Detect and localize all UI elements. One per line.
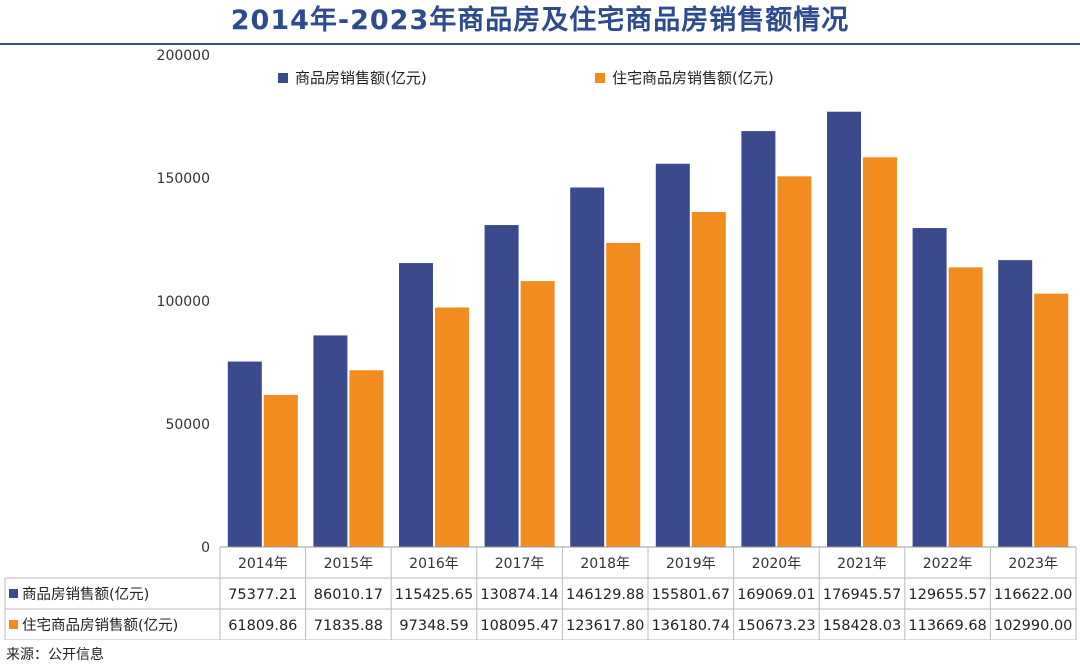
data-table-cell: 113669.68 <box>908 618 986 634</box>
bar-residential <box>691 211 726 548</box>
bar-residential <box>863 157 897 548</box>
x-tick-label: 2020年 <box>752 556 802 572</box>
x-tick-label: 2018年 <box>580 556 630 572</box>
bar-commercial <box>570 187 605 547</box>
data-table-cell: 102990.00 <box>994 618 1072 634</box>
bar-commercial <box>227 361 262 547</box>
bar-residential <box>349 370 384 547</box>
y-tick-label: 200000 <box>157 48 210 64</box>
data-table-cell: 146129.88 <box>566 587 644 603</box>
data-table-cell: 75377.21 <box>228 587 297 603</box>
x-tick-label: 2014年 <box>238 556 288 572</box>
legend-swatch <box>595 73 605 83</box>
x-tick-label: 2015年 <box>324 556 374 572</box>
bar-residential <box>777 176 812 547</box>
legend-swatch <box>278 73 288 83</box>
data-table-cell: 108095.47 <box>480 618 558 634</box>
data-table-cell: 86010.17 <box>314 587 383 603</box>
source-note: 来源：公开信息 <box>6 647 104 663</box>
bar-commercial <box>484 225 519 547</box>
data-table-cell: 158428.03 <box>823 618 901 634</box>
data-table-cell: 176945.57 <box>823 587 901 603</box>
data-table-cell: 71835.88 <box>314 618 383 634</box>
data-table-cell: 116622.00 <box>994 587 1072 603</box>
bar-residential <box>1034 293 1069 547</box>
bar-commercial <box>741 131 776 547</box>
y-tick-label: 150000 <box>157 171 210 187</box>
y-tick-label: 50000 <box>165 417 210 433</box>
bar-residential <box>520 281 555 547</box>
table-legend-key <box>9 620 18 629</box>
y-tick-label: 0 <box>201 540 210 556</box>
data-table-cell: 123617.80 <box>566 618 644 634</box>
bar-residential <box>606 242 641 547</box>
legend-label: 住宅商品房销售额(亿元) <box>612 69 774 87</box>
data-table-cell: 150673.23 <box>737 618 815 634</box>
bar-commercial <box>399 263 433 547</box>
data-table-cell: 129655.57 <box>908 587 986 603</box>
bar-commercial <box>827 111 861 547</box>
data-table-cell: 155801.67 <box>652 587 730 603</box>
bar-residential <box>435 307 469 547</box>
bar-commercial <box>313 335 348 547</box>
legend-label: 商品房销售额(亿元) <box>295 69 427 87</box>
data-table-cell: 169069.01 <box>737 587 815 603</box>
bar-commercial <box>912 228 947 547</box>
x-tick-label: 2016年 <box>409 556 459 572</box>
y-tick-label: 100000 <box>157 294 210 310</box>
x-tick-label: 2019年 <box>666 556 716 572</box>
x-tick-label: 2023年 <box>1008 556 1058 572</box>
x-tick-label: 2017年 <box>495 556 545 572</box>
bar-residential <box>263 394 298 547</box>
title-underline <box>0 43 1080 45</box>
bar-commercial <box>998 260 1033 547</box>
bar-commercial <box>655 163 690 547</box>
bar-residential <box>948 267 983 547</box>
table-row-label: 商品房销售额(亿元) <box>22 586 149 603</box>
data-table-cell: 97348.59 <box>399 618 468 634</box>
data-table-cell: 115425.65 <box>395 587 473 603</box>
chart-title: 2014年-2023年商品房及住宅商品房销售额情况 <box>230 5 850 36</box>
x-tick-label: 2021年 <box>837 556 887 572</box>
data-table-cell: 130874.14 <box>480 587 558 603</box>
table-legend-key <box>9 589 18 598</box>
data-table-cell: 61809.86 <box>228 618 297 634</box>
table-row-label: 住宅商品房销售额(亿元) <box>22 617 178 634</box>
bar-chart: 0 50000 100000 150000 200000 商品房销售额(亿元) 住宅商品房销… <box>4 48 1077 640</box>
data-table-cell: 136180.74 <box>652 618 730 634</box>
x-tick-label: 2022年 <box>923 556 973 572</box>
